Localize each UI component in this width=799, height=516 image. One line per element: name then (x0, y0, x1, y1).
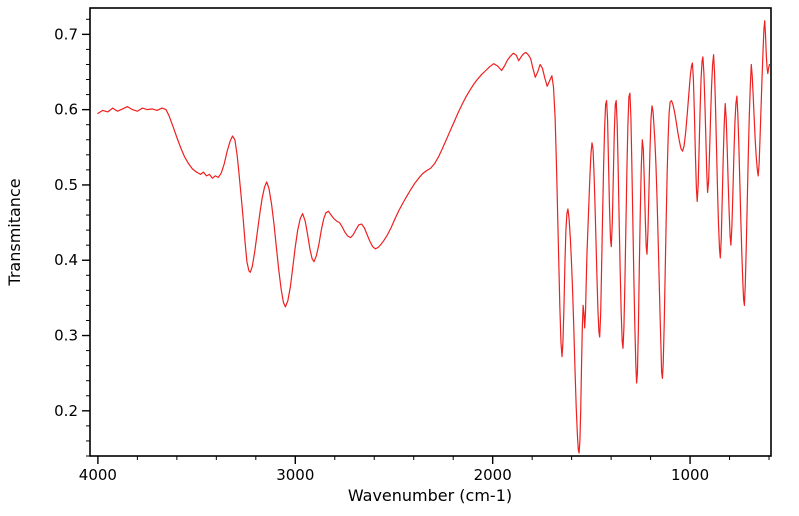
y-tick-label: 0.7 (54, 25, 78, 43)
x-tick-label: 2000 (474, 466, 512, 484)
x-axis-label: Wavenumber (cm-1) (348, 486, 512, 505)
spectrum-line (97, 20, 771, 454)
x-tick-label: 3000 (276, 466, 314, 484)
plot-frame (89, 7, 772, 457)
y-tick-label: 0.4 (54, 251, 78, 269)
x-tick-label: 1000 (671, 466, 709, 484)
series (97, 20, 771, 454)
axes: 4000 3000 2000 1000 0.2 0.3 0.4 0.5 0.6 0.7 (54, 7, 772, 484)
y-tick-label: 0.6 (54, 101, 78, 119)
y-tick-label: 0.3 (54, 327, 78, 345)
x-tick-label: 4000 (79, 466, 117, 484)
y-tick-label: 0.5 (54, 176, 78, 194)
y-tick-label: 0.2 (54, 402, 78, 420)
y-axis-label: Transmitance (5, 178, 24, 286)
